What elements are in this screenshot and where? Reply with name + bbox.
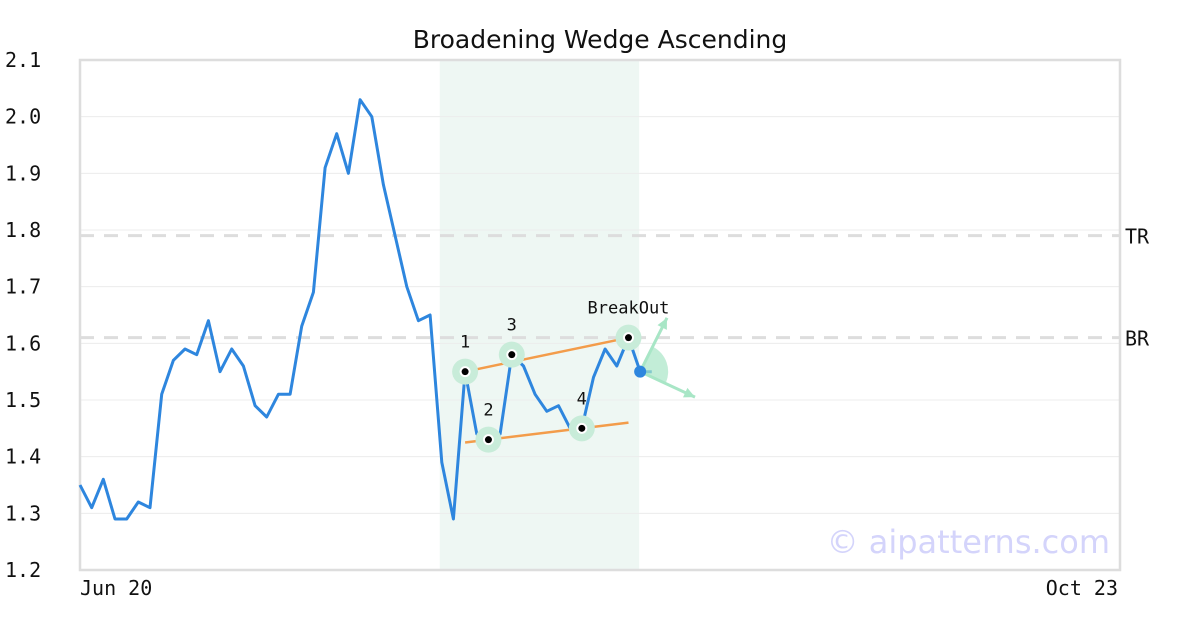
watermark: © aipatterns.com — [827, 523, 1110, 561]
pattern-point — [508, 351, 516, 359]
pattern-point — [578, 424, 586, 432]
price-series — [78, 98, 652, 521]
y-tick-label: 1.2 — [5, 558, 41, 582]
pattern-point — [461, 368, 469, 376]
x-tick-label: Oct 23 — [1046, 576, 1118, 600]
y-tick-label: 2.0 — [5, 105, 41, 129]
pattern-point-label: BreakOut — [588, 299, 670, 319]
plot-frame — [78, 58, 1122, 572]
reference-label: TR — [1125, 225, 1150, 249]
x-axis: Jun 20 Oct 23 — [80, 576, 1118, 600]
y-tick-label: 1.7 — [5, 275, 41, 299]
chart-title: Broadening Wedge Ascending — [413, 25, 788, 54]
reference-label: BR — [1125, 327, 1150, 351]
y-axis: 1.2 1.3 1.4 1.5 1.6 1.7 1.8 1.9 2.0 2.1 — [5, 48, 41, 582]
pattern-highlight-region — [439, 60, 640, 570]
current-price-point — [634, 365, 647, 378]
price-line — [78, 98, 652, 521]
reference-lines: TR BR — [80, 225, 1150, 351]
highlight-band — [439, 60, 640, 570]
y-tick-label: 1.5 — [5, 388, 41, 412]
y-tick-label: 1.8 — [5, 218, 41, 242]
trendline — [464, 336, 629, 373]
pattern-points: 1 2 3 4 BreakOut — [452, 299, 669, 453]
breakout-arrows — [638, 317, 696, 399]
x-tick-label: Jun 20 — [80, 576, 152, 600]
y-tick-label: 1.4 — [5, 445, 41, 469]
pattern-point-label: 1 — [460, 333, 470, 353]
arrow-head — [683, 387, 696, 398]
pattern-point — [484, 436, 492, 444]
pattern-point-label: 3 — [507, 316, 517, 336]
pattern-point — [624, 334, 632, 342]
y-tick-label: 1.6 — [5, 331, 41, 355]
arrow-head — [657, 317, 668, 330]
y-tick-label: 1.9 — [5, 161, 41, 185]
pattern-point-label: 2 — [483, 401, 493, 421]
y-tick-label: 2.1 — [5, 48, 41, 72]
y-tick-label: 1.3 — [5, 501, 41, 525]
pattern-point-label: 4 — [577, 389, 587, 409]
